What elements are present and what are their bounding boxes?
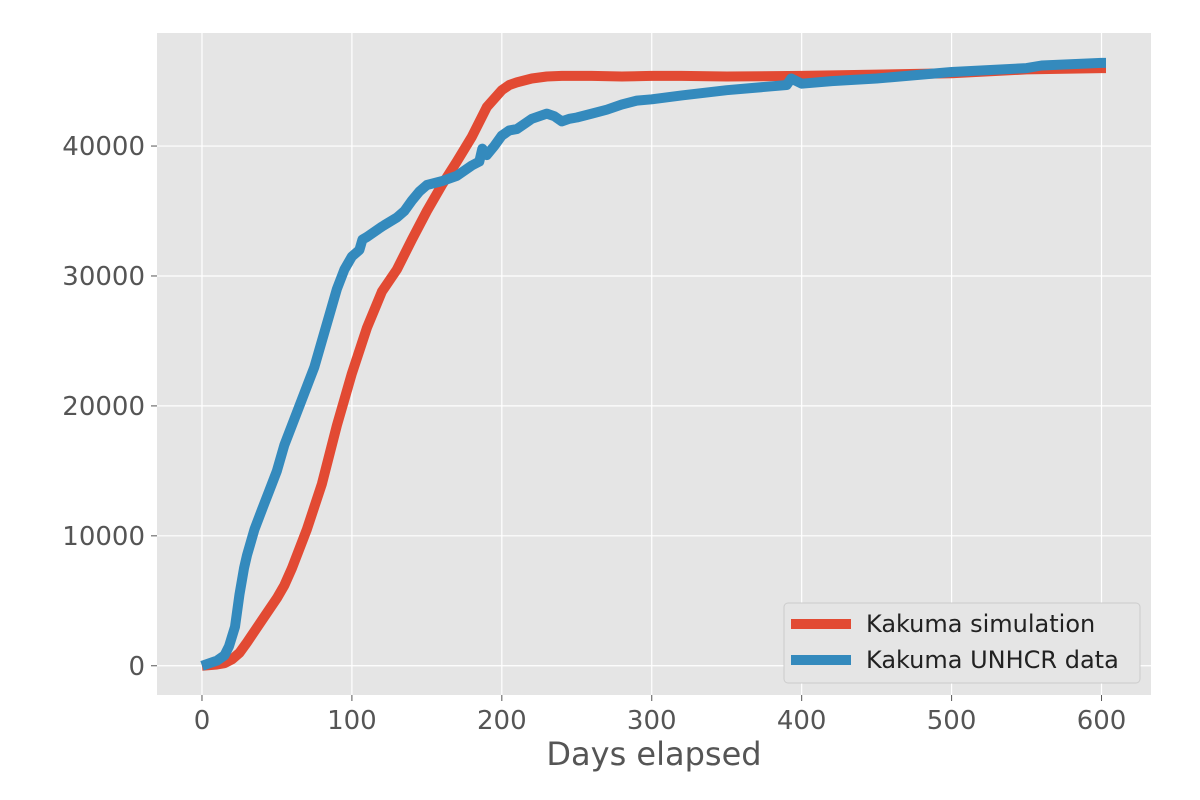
- x-tick-label: 400: [777, 706, 827, 736]
- y-tick-label: 30000: [62, 262, 145, 292]
- x-tick-label: 0: [194, 706, 211, 736]
- legend-label-unhcr: Kakuma UNHCR data: [866, 646, 1119, 674]
- series-layer: [200, 57, 1107, 671]
- y-axis-ticks: 0 10000 20000 30000 40000: [62, 132, 157, 682]
- y-tick-label: 40000: [62, 132, 145, 162]
- x-axis-label: Days elapsed: [546, 735, 761, 773]
- y-tick-label: 10000: [62, 522, 145, 552]
- y-tick-label: 20000: [62, 392, 145, 422]
- x-tick-label: 300: [627, 706, 677, 736]
- x-tick-label: 500: [927, 706, 977, 736]
- x-tick-label: 600: [1077, 706, 1127, 736]
- series-line-unhcr: [200, 57, 1107, 671]
- legend-label-simulation: Kakuma simulation: [866, 610, 1095, 638]
- legend-box: [783, 602, 1141, 684]
- series-line-simulation: [201, 63, 1107, 671]
- legend: Kakuma simulation Kakuma UNHCR data: [783, 602, 1141, 684]
- plot-area: [157, 33, 1151, 695]
- x-tick-label: 100: [327, 706, 377, 736]
- y-tick-label: 0: [128, 652, 145, 682]
- x-axis-ticks: 0 100 200 300 400 500 600: [194, 695, 1127, 736]
- x-tick-label: 200: [477, 706, 527, 736]
